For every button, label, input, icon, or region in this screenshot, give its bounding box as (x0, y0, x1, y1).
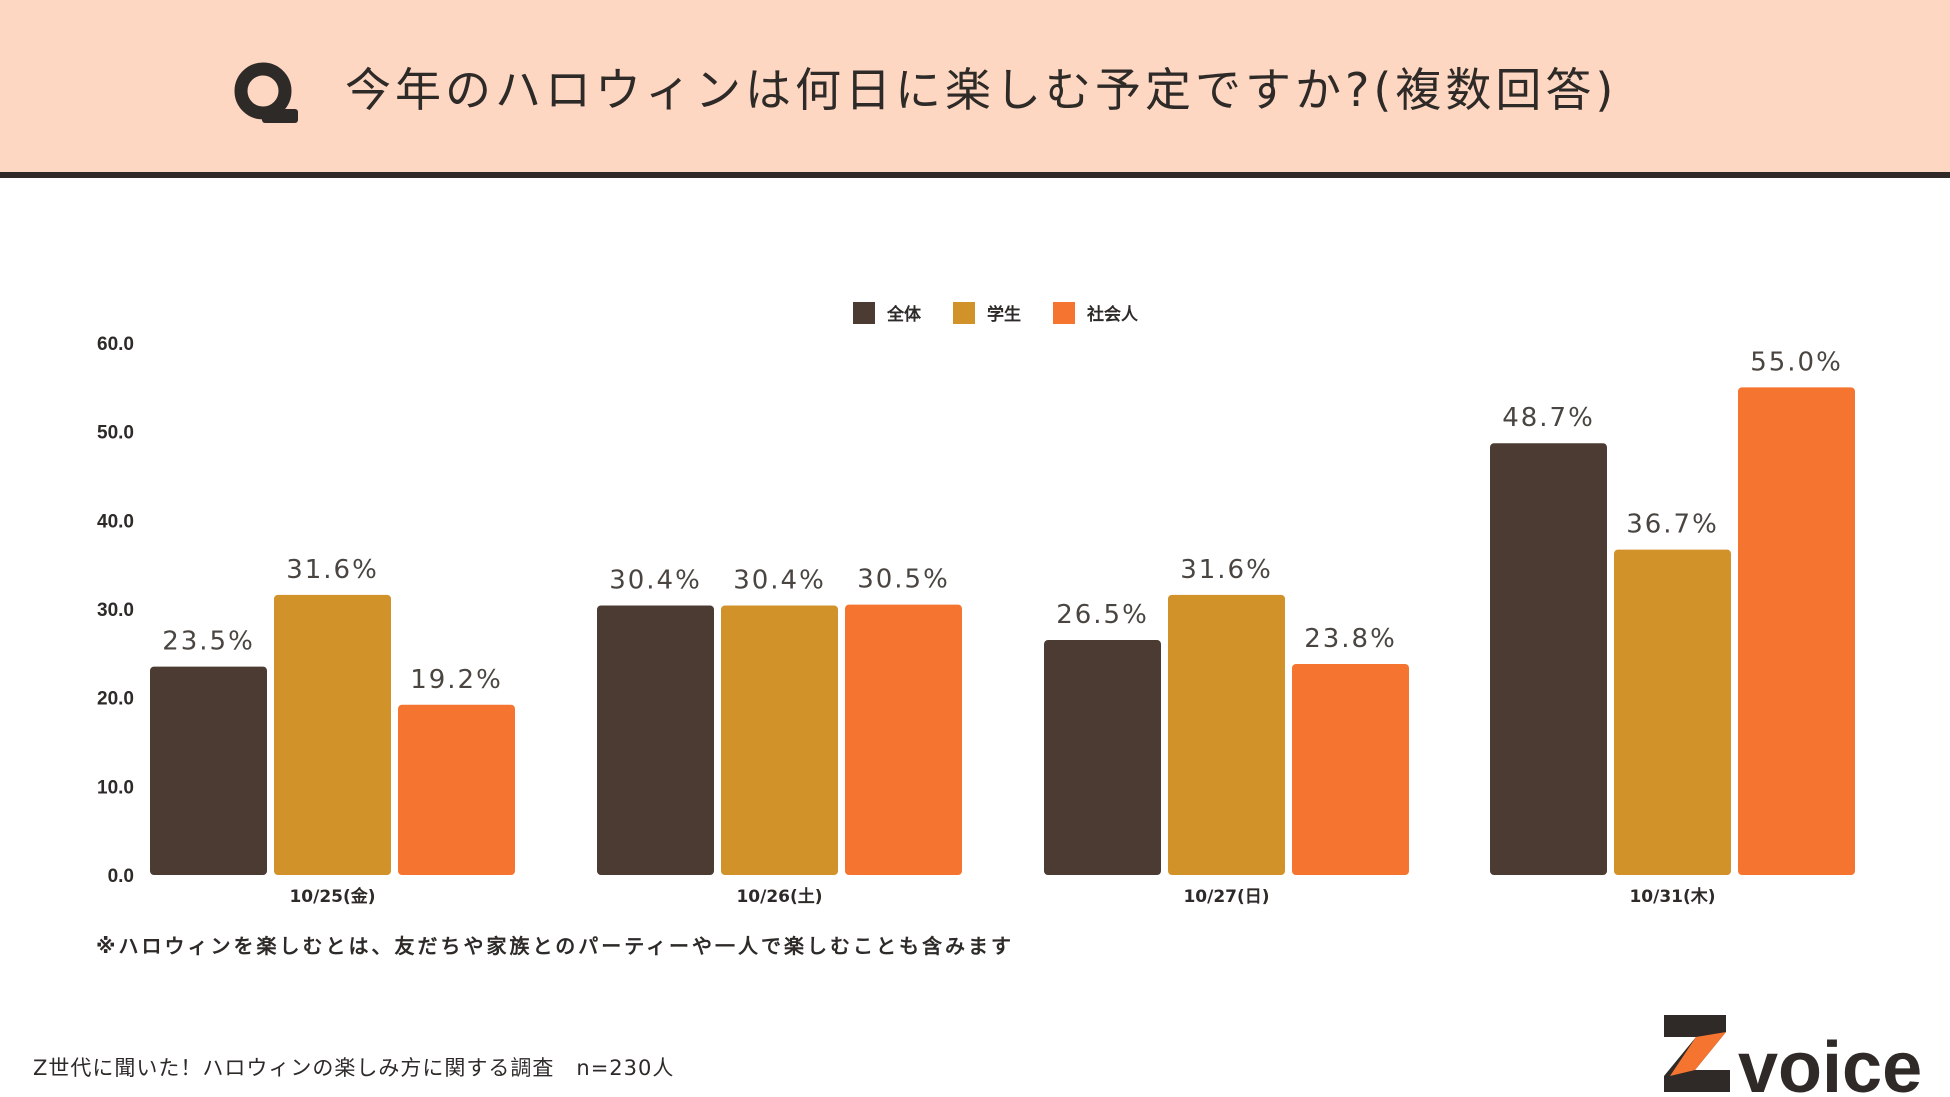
bar-社会人-10/26(土) (845, 604, 962, 875)
bar-全体-10/27(日) (1044, 640, 1161, 875)
y-tick-label: 30.0 (97, 600, 134, 621)
data-label: 30.4% (609, 565, 702, 595)
q-icon (234, 62, 298, 123)
y-tick-label: 20.0 (97, 689, 134, 710)
data-label: 31.6% (1180, 555, 1273, 585)
data-label: 30.4% (733, 565, 826, 595)
bar-学生-10/25(金) (274, 594, 391, 875)
data-label: 55.0% (1750, 347, 1843, 377)
bar-学生-10/26(土) (721, 605, 838, 875)
y-tick-label: 60.0 (97, 334, 134, 355)
survey-caption: Z世代に聞いた！ハロウィンの楽しみ方に関する調査 n=230人 (33, 1056, 675, 1080)
x-tick-label: 10/26(土) (736, 886, 822, 907)
bar-全体-10/26(土) (597, 605, 714, 875)
chart-note: ※ハロウィンを楽しむとは、友だちや家族とのパーティーや一人で楽しむことも含みます (96, 934, 1015, 958)
legend-label: 学生 (987, 304, 1021, 325)
legend-swatch-社会人 (1053, 302, 1075, 324)
data-label: 19.2% (410, 665, 503, 695)
bar-全体-10/25(金) (150, 666, 267, 875)
y-tick-label: 50.0 (97, 423, 134, 444)
legend-swatch-学生 (953, 302, 975, 324)
bar-社会人-10/27(日) (1292, 663, 1409, 875)
bar-社会人-10/25(金) (398, 704, 515, 875)
legend-label: 全体 (886, 304, 922, 325)
bar-社会人-10/31(木) (1738, 387, 1855, 875)
logo-text: voice (1738, 1028, 1922, 1097)
legend-label: 社会人 (1086, 304, 1139, 325)
header-band (0, 0, 1950, 172)
data-label: 23.5% (162, 627, 255, 657)
data-label: 48.7% (1502, 403, 1595, 433)
bar-学生-10/31(木) (1614, 549, 1731, 875)
data-label: 23.8% (1304, 624, 1397, 654)
page-title: 今年のハロウィンは何日に楽しむ予定ですか?(複数回答) (345, 63, 1618, 117)
header-divider (0, 172, 1950, 178)
data-label: 30.5% (857, 565, 950, 595)
data-label: 36.7% (1626, 510, 1719, 540)
x-tick-label: 10/27(日) (1183, 887, 1269, 907)
data-label: 26.5% (1056, 600, 1149, 630)
legend-swatch-全体 (853, 302, 875, 324)
bar-学生-10/27(日) (1168, 594, 1285, 875)
zvoice-logo: voice (1664, 1015, 1922, 1097)
y-tick-label: 0.0 (108, 866, 134, 887)
data-label: 31.6% (286, 555, 379, 585)
x-tick-label: 10/31(木) (1629, 886, 1715, 907)
y-tick-label: 10.0 (97, 777, 134, 798)
x-tick-label: 10/25(金) (289, 886, 375, 907)
y-tick-label: 40.0 (97, 511, 134, 532)
bar-全体-10/31(木) (1490, 443, 1607, 875)
